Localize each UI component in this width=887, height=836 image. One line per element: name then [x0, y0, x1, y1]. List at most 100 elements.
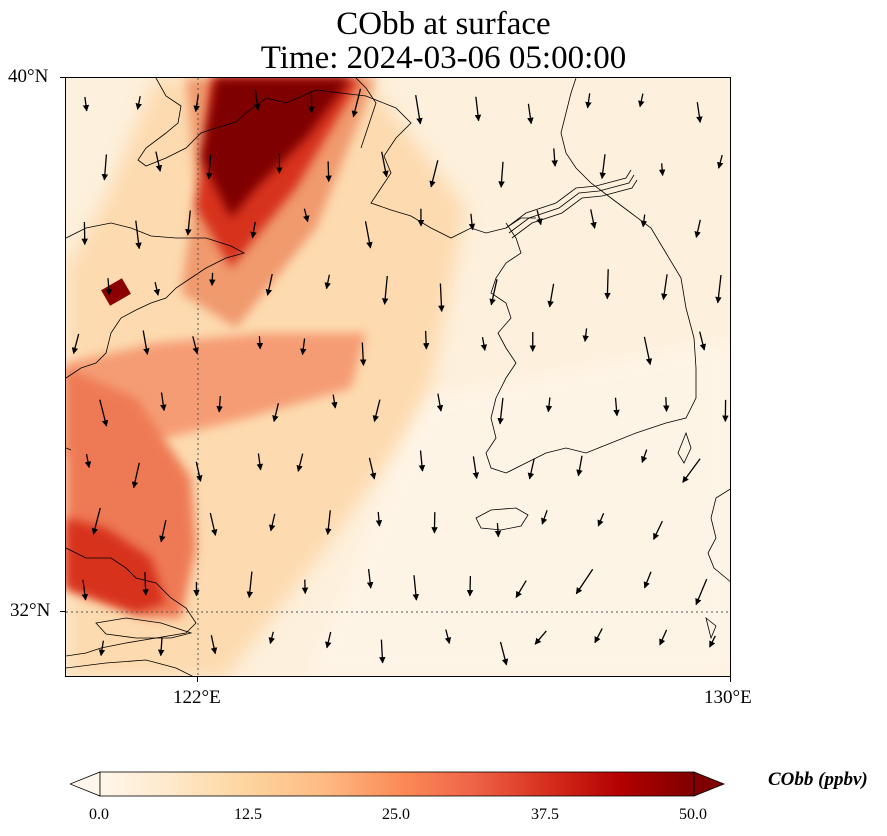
colorbar-title: CObb (ppbv) — [768, 769, 868, 790]
map-title: CObb at surface — [336, 6, 551, 42]
wind-arrow — [709, 635, 716, 648]
wind-arrow — [303, 208, 310, 223]
lon-tick-130e: 130°E — [704, 687, 752, 708]
wind-arrow — [84, 453, 92, 469]
wind-arrow — [594, 628, 603, 644]
colorbar-extend-low — [68, 771, 101, 797]
concentration-field — [66, 78, 730, 676]
tick-mark-40n — [60, 77, 65, 78]
coastline-korea-west — [485, 78, 697, 474]
wind-arrow — [643, 336, 653, 366]
wind-arrow — [527, 103, 534, 125]
wind-arrow — [466, 575, 474, 597]
wind-arrow — [193, 94, 200, 113]
wind-arrow — [325, 161, 332, 183]
wind-arrow — [209, 272, 216, 287]
wind-arrow — [638, 93, 645, 108]
coastline-hangzhou — [66, 659, 193, 676]
wind-arrow — [157, 637, 165, 657]
colorbar-tick-2: 25.0 — [382, 806, 410, 823]
wind-arrow — [325, 510, 332, 536]
wind-arrow — [256, 453, 264, 471]
coastline-liaodong-south — [355, 78, 377, 149]
wind-arrow — [536, 210, 543, 226]
wind-arrow — [101, 154, 109, 181]
wind-arrow — [324, 274, 331, 290]
wind-arrow — [429, 160, 439, 188]
wind-arrow — [527, 458, 535, 480]
wind-arrow — [155, 151, 163, 172]
wind-arrow — [300, 338, 307, 356]
wind-arrow — [135, 220, 142, 250]
wind-arrow — [131, 462, 140, 489]
wind-arrow — [474, 96, 482, 122]
wind-arrow — [91, 507, 101, 535]
wind-arrow — [575, 568, 594, 595]
lon-tick-122e: 122°E — [173, 687, 221, 708]
wind-arrow — [381, 151, 389, 178]
wind-arrow — [366, 569, 374, 589]
wind-arrow — [582, 328, 589, 343]
wind-arrow — [415, 94, 423, 125]
wind-arrow — [210, 635, 218, 655]
wind-arrow — [331, 394, 338, 409]
tsushima-island — [677, 431, 692, 464]
wind-arrow — [468, 213, 476, 231]
goto-islands — [705, 616, 717, 640]
wind-arrow — [547, 283, 555, 308]
coastline-kyushu — [707, 488, 730, 582]
clean-air-region — [306, 338, 730, 676]
jeju-island — [475, 507, 529, 531]
tick-mark-32n — [60, 611, 65, 612]
plume-hotspot — [101, 278, 131, 306]
wind-arrow — [599, 154, 606, 180]
wind-arrow — [268, 631, 275, 645]
wind-arrow — [699, 331, 707, 351]
wind-arrow — [254, 89, 261, 111]
wind-arrow — [418, 450, 426, 472]
wind-arrow — [250, 221, 257, 239]
wind-arrow — [142, 330, 150, 355]
wind-arrow — [604, 269, 611, 300]
tick-mark-130e — [730, 677, 731, 682]
wind-arrow — [682, 458, 701, 483]
wind-arrow — [379, 639, 386, 664]
wind-arrow — [364, 221, 373, 249]
wind-arrow — [541, 510, 548, 525]
wind-vectors — [71, 88, 729, 666]
wind-arrow — [590, 209, 597, 229]
wind-arrow — [81, 579, 89, 601]
wind-arrow — [472, 456, 480, 480]
wind-arrow — [497, 397, 504, 425]
wind-arrow — [696, 102, 703, 124]
wind-arrow — [576, 455, 583, 477]
wind-arrow — [216, 395, 223, 413]
colorbar-tick-4: 50.0 — [679, 806, 707, 823]
wind-arrow — [480, 336, 488, 352]
tick-mark-122e — [197, 677, 198, 682]
wind-arrow — [99, 399, 109, 427]
wind-arrow — [597, 513, 605, 527]
plume-southwest-core — [66, 518, 166, 613]
wind-arrow — [246, 571, 254, 599]
wind-arrow — [659, 629, 668, 646]
colorbar-tick-0: 0.0 — [89, 806, 109, 823]
colorbar-graphic — [68, 771, 726, 797]
wind-arrow — [268, 513, 276, 532]
wind-arrow — [640, 214, 648, 228]
wind-arrow — [641, 449, 648, 464]
wind-arrow — [545, 397, 553, 413]
wind-arrow — [658, 163, 666, 177]
yangtze-island — [95, 617, 193, 639]
wind-arrow — [412, 575, 420, 601]
wind-arrow — [661, 274, 668, 301]
wind-arrow — [515, 580, 527, 599]
wind-arrow — [372, 399, 381, 423]
wind-arrow — [436, 393, 444, 412]
wind-arrow — [359, 342, 367, 366]
wind-arrow — [265, 273, 273, 296]
wind-arrow — [206, 154, 213, 180]
coastline-yangtze — [66, 547, 197, 657]
wind-arrow — [494, 523, 502, 538]
wind-arrow — [613, 397, 620, 417]
